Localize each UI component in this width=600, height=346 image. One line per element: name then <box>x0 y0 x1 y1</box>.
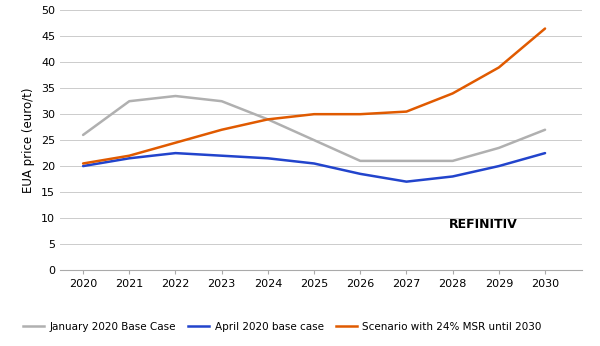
Y-axis label: EUA price (euro/t): EUA price (euro/t) <box>22 88 35 193</box>
Text: REFINITIV: REFINITIV <box>449 218 518 231</box>
Legend: January 2020 Base Case, April 2020 base case, Scenario with 24% MSR until 2030: January 2020 Base Case, April 2020 base … <box>23 322 541 332</box>
